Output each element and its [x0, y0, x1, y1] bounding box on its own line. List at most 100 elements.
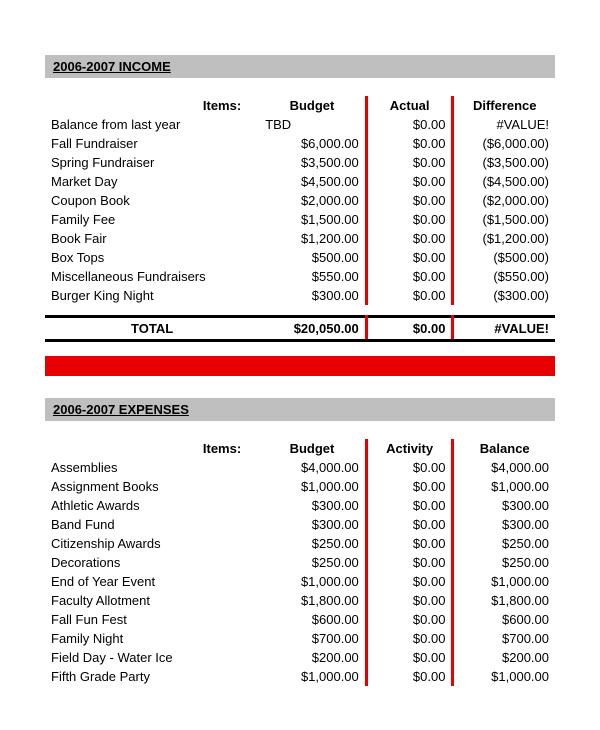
col-diff: Difference	[453, 96, 555, 115]
cell-budget: $4,000.00	[259, 458, 366, 477]
cell-budget: $700.00	[259, 629, 366, 648]
cell-balance: $300.00	[453, 515, 555, 534]
cell-actual: $0.00	[366, 229, 453, 248]
cell-budget: $1,800.00	[259, 591, 366, 610]
col-balance: Balance	[453, 439, 555, 458]
table-row: Assignment Books$1,000.00$0.00$1,000.00	[45, 477, 555, 496]
table-row: Athletic Awards$300.00$0.00$300.00	[45, 496, 555, 515]
table-row: Balance from last yearTBD$0.00#VALUE!	[45, 115, 555, 134]
cell-balance: $4,000.00	[453, 458, 555, 477]
expenses-header: 2006-2007 EXPENSES	[45, 398, 555, 421]
table-row: Fall Fundraiser$6,000.00$0.00($6,000.00)	[45, 134, 555, 153]
cell-budget: $300.00	[259, 286, 366, 305]
cell-budget: $1,000.00	[259, 572, 366, 591]
table-row: Family Night$700.00$0.00$700.00	[45, 629, 555, 648]
cell-name: End of Year Event	[45, 572, 259, 591]
table-row: Field Day - Water Ice$200.00$0.00$200.00	[45, 648, 555, 667]
cell-name: Assignment Books	[45, 477, 259, 496]
table-row: Box Tops$500.00$0.00($500.00)	[45, 248, 555, 267]
cell-budget: $6,000.00	[259, 134, 366, 153]
cell-balance: $600.00	[453, 610, 555, 629]
cell-activity: $0.00	[366, 553, 453, 572]
cell-budget: $1,500.00	[259, 210, 366, 229]
cell-actual: $0.00	[366, 248, 453, 267]
cell-actual: $0.00	[366, 210, 453, 229]
cell-name: Family Night	[45, 629, 259, 648]
table-row: Coupon Book$2,000.00$0.00($2,000.00)	[45, 191, 555, 210]
table-row: Burger King Night$300.00$0.00($300.00)	[45, 286, 555, 305]
cell-budget: $200.00	[259, 648, 366, 667]
cell-balance: $1,000.00	[453, 572, 555, 591]
cell-name: Spring Fundraiser	[45, 153, 259, 172]
table-row: Spring Fundraiser$3,500.00$0.00($3,500.0…	[45, 153, 555, 172]
col-activity: Activity	[366, 439, 453, 458]
cell-budget: $500.00	[259, 248, 366, 267]
cell-name: Fall Fundraiser	[45, 134, 259, 153]
cell-budget: $3,500.00	[259, 153, 366, 172]
cell-budget: $600.00	[259, 610, 366, 629]
cell-actual: $0.00	[366, 191, 453, 210]
cell-budget: TBD	[259, 115, 366, 134]
cell-name: Book Fair	[45, 229, 259, 248]
cell-name: Box Tops	[45, 248, 259, 267]
table-row: Miscellaneous Fundraisers$550.00$0.00($5…	[45, 267, 555, 286]
table-row: Citizenship Awards$250.00$0.00$250.00	[45, 534, 555, 553]
cell-name: Athletic Awards	[45, 496, 259, 515]
cell-name: Decorations	[45, 553, 259, 572]
table-row: Book Fair$1,200.00$0.00($1,200.00)	[45, 229, 555, 248]
col-items: Items:	[45, 96, 259, 115]
cell-budget: $250.00	[259, 534, 366, 553]
cell-name: Fifth Grade Party	[45, 667, 259, 686]
table-row: Fifth Grade Party$1,000.00$0.00$1,000.00	[45, 667, 555, 686]
cell-budget: $1,000.00	[259, 667, 366, 686]
col-items: Items:	[45, 439, 259, 458]
cell-activity: $0.00	[366, 648, 453, 667]
cell-name: Balance from last year	[45, 115, 259, 134]
cell-actual: $0.00	[366, 134, 453, 153]
cell-activity: $0.00	[366, 629, 453, 648]
table-row: End of Year Event$1,000.00$0.00$1,000.00	[45, 572, 555, 591]
cell-balance: $250.00	[453, 534, 555, 553]
cell-activity: $0.00	[366, 458, 453, 477]
cell-budget: $1,000.00	[259, 477, 366, 496]
cell-diff: ($1,500.00)	[453, 210, 555, 229]
cell-diff: ($500.00)	[453, 248, 555, 267]
income-total: TOTAL $20,050.00 $0.00 #VALUE!	[45, 315, 555, 342]
cell-name: Assemblies	[45, 458, 259, 477]
cell-budget: $550.00	[259, 267, 366, 286]
table-row: Faculty Allotment$1,800.00$0.00$1,800.00	[45, 591, 555, 610]
cell-balance: $200.00	[453, 648, 555, 667]
cell-balance: $1,000.00	[453, 477, 555, 496]
cell-budget: $2,000.00	[259, 191, 366, 210]
cell-actual: $0.00	[366, 153, 453, 172]
cell-activity: $0.00	[366, 591, 453, 610]
table-row: Band Fund$300.00$0.00$300.00	[45, 515, 555, 534]
cell-actual: $0.00	[366, 267, 453, 286]
col-actual: Actual	[366, 96, 453, 115]
cell-name: Band Fund	[45, 515, 259, 534]
cell-name: Coupon Book	[45, 191, 259, 210]
cell-actual: $0.00	[366, 115, 453, 134]
total-budget: $20,050.00	[259, 317, 366, 341]
cell-balance: $1,000.00	[453, 667, 555, 686]
expenses-table: Items: Budget Activity Balance Assemblie…	[45, 439, 555, 686]
cell-budget: $1,200.00	[259, 229, 366, 248]
table-row: Decorations$250.00$0.00$250.00	[45, 553, 555, 572]
cell-diff: ($300.00)	[453, 286, 555, 305]
cell-activity: $0.00	[366, 477, 453, 496]
cell-balance: $250.00	[453, 553, 555, 572]
cell-budget: $250.00	[259, 553, 366, 572]
cell-balance: $300.00	[453, 496, 555, 515]
col-budget: Budget	[259, 96, 366, 115]
income-table: Items: Budget Actual Difference Balance …	[45, 96, 555, 305]
cell-name: Fall Fun Fest	[45, 610, 259, 629]
cell-activity: $0.00	[366, 667, 453, 686]
cell-budget: $300.00	[259, 515, 366, 534]
table-row: Fall Fun Fest$600.00$0.00$600.00	[45, 610, 555, 629]
cell-diff: ($4,500.00)	[453, 172, 555, 191]
cell-diff: ($6,000.00)	[453, 134, 555, 153]
cell-budget: $300.00	[259, 496, 366, 515]
cell-activity: $0.00	[366, 496, 453, 515]
cell-budget: $4,500.00	[259, 172, 366, 191]
cell-actual: $0.00	[366, 172, 453, 191]
